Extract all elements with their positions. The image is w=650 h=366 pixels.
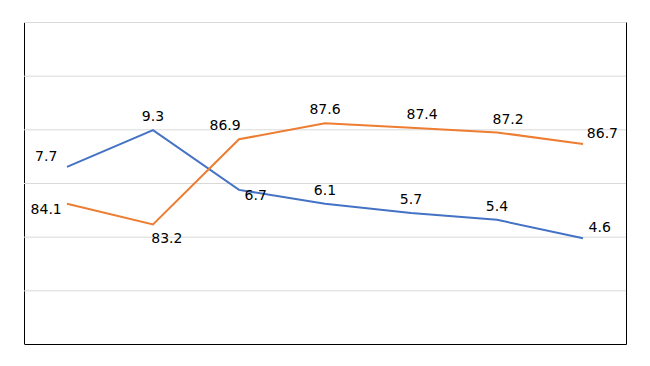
data-label: 84.1 [31, 201, 62, 217]
data-label: 87.4 [407, 106, 438, 122]
data-labels: 7.7 9.3 6.7 6.1 5.7 5.4 4.6 84.1 83.2 86.9 87.6 87.… [31, 101, 618, 246]
y-tick [24, 76, 626, 77]
x-axis [25, 344, 627, 345]
y-tick [24, 22, 626, 23]
grid-line [24, 129, 626, 130]
data-label: 86.9 [210, 117, 241, 133]
grid-line [24, 290, 626, 291]
data-label: 83.2 [151, 230, 182, 246]
data-label: 9.3 [142, 108, 164, 124]
axis-line [25, 344, 627, 345]
grid-line [24, 344, 626, 345]
data-label: 4.6 [589, 219, 611, 235]
data-label: 86.7 [587, 125, 618, 141]
series-line [67, 123, 583, 224]
chart: 7.7 9.3 6.7 6.1 5.7 5.4 4.6 84.1 83.2 86.9 87.6 87.… [0, 0, 650, 366]
grid-line [24, 22, 626, 23]
axis-line [626, 23, 627, 345]
y-tick [24, 344, 626, 345]
data-label: 87.6 [309, 101, 340, 117]
plot: 7.7 9.3 6.7 6.1 5.7 5.4 4.6 84.1 83.2 86.9 87.6 87.… [24, 23, 627, 345]
data-label: 5.4 [486, 198, 508, 214]
y-tick [24, 237, 626, 238]
y2-axis [626, 23, 627, 345]
data-label: 7.7 [35, 148, 57, 164]
y-tick [24, 290, 626, 291]
y-axis [24, 23, 626, 345]
grid-line [24, 237, 626, 238]
data-label: 6.1 [314, 182, 336, 198]
lines [67, 123, 583, 238]
y-tick [24, 129, 626, 130]
grid-line [24, 76, 626, 77]
data-label: 5.7 [400, 191, 422, 207]
data-label: 87.2 [493, 111, 524, 127]
axis-line [25, 23, 627, 345]
data-label: 6.7 [245, 187, 267, 203]
